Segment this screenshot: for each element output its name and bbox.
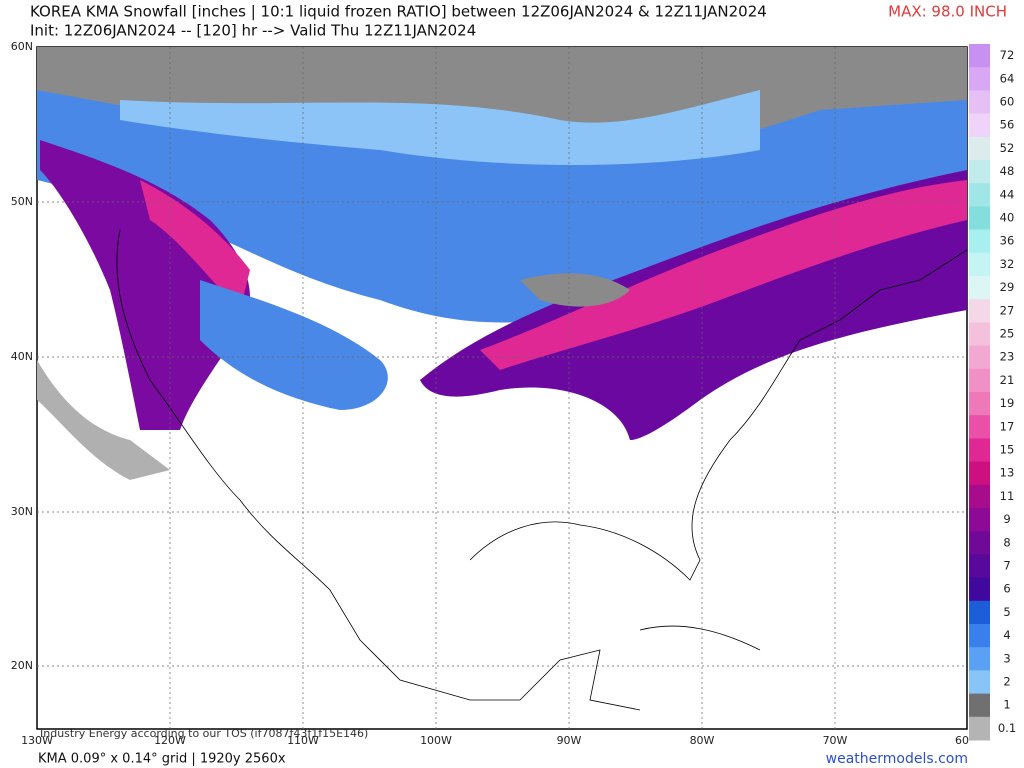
colorbar-label: 3 <box>1003 651 1010 665</box>
colorbar-label: 72 <box>1000 48 1015 62</box>
lon-label: 130W <box>21 734 53 747</box>
colorbar-swatch <box>969 670 990 695</box>
colorbar-swatch <box>969 438 990 463</box>
colorbar-label: 48 <box>1000 164 1015 178</box>
blue-rockies <box>200 280 388 410</box>
colorbar-swatch <box>969 392 990 416</box>
colorbar-label: 29 <box>1000 280 1015 294</box>
colorbar-label: 19 <box>1000 396 1015 410</box>
colorbar-label: 6 <box>1003 582 1010 596</box>
colorbar-swatch <box>969 206 990 231</box>
colorbar-label: 15 <box>1000 443 1015 457</box>
colorbar-label: 60 <box>1000 95 1015 109</box>
magenta-west <box>140 180 250 310</box>
colorbar-label: 7 <box>1003 559 1010 573</box>
colorbar-label: 56 <box>1000 118 1015 132</box>
colorbar-swatch <box>969 44 990 68</box>
lon-label: 70W <box>823 734 848 747</box>
max-label: MAX: 98.0 INCH <box>888 3 1007 21</box>
colorbar-swatch <box>969 484 990 509</box>
footer-left: KMA 0.09° x 0.14° grid | 1920y 2560x <box>38 752 286 767</box>
colorbar-label: 52 <box>1000 141 1015 155</box>
lat-label: 60N <box>11 40 33 53</box>
colorbar-label: 44 <box>1000 187 1015 201</box>
colorbar-swatch <box>969 600 990 625</box>
lightblue-band <box>120 90 760 165</box>
lon-label: 120W <box>154 734 186 747</box>
gulf-atlantic-coast <box>469 249 968 581</box>
map-area <box>36 46 968 730</box>
colorbar-label: 64 <box>1000 71 1015 85</box>
colorbar-swatch <box>969 160 990 184</box>
colorbar-swatch <box>969 368 990 393</box>
snowfall-field <box>37 47 967 480</box>
colorbar-label: 1 <box>1003 698 1010 712</box>
lat-label: 20N <box>11 659 33 672</box>
colorbar-swatch <box>969 90 990 115</box>
colorbar-swatch <box>969 624 990 648</box>
colorbar-label: 17 <box>1000 419 1015 433</box>
colorbar-label: 13 <box>1000 466 1015 480</box>
colorbar-swatch <box>969 461 990 486</box>
cuba <box>639 625 761 651</box>
colorbar-swatch <box>969 716 990 741</box>
purple-west <box>40 140 250 430</box>
pacific-coast <box>116 229 641 711</box>
magenta-east <box>480 180 967 370</box>
colorbar-label: 11 <box>1000 489 1015 503</box>
lat-label: 50N <box>11 195 33 208</box>
colorbar-label: 21 <box>1000 373 1015 387</box>
colorbar-swatch <box>969 136 990 161</box>
colorbar-swatch <box>969 531 990 555</box>
lon-label: 80W <box>690 734 715 747</box>
gray-lakes <box>520 273 630 307</box>
lon-label: 60 <box>955 734 969 747</box>
colorbar-label: 40 <box>1000 211 1015 225</box>
colorbar-label: 2 <box>1003 675 1010 689</box>
colorbar-label: 9 <box>1003 512 1010 526</box>
colorbar-label: 23 <box>1000 350 1015 364</box>
colorbar-label: 4 <box>1003 628 1010 642</box>
colorbar-swatch <box>969 183 990 207</box>
colorbar-label: 32 <box>1000 257 1015 271</box>
title: KOREA KMA Snowfall [inches | 10:1 liquid… <box>30 3 767 21</box>
colorbar-swatch <box>969 229 990 254</box>
graticule <box>37 47 967 729</box>
colorbar-swatch <box>969 322 990 347</box>
watermark: Industry Energy according to our TOS (if… <box>40 727 368 740</box>
colorbar-swatch <box>969 67 990 91</box>
colorbar-label: 27 <box>1000 303 1015 317</box>
lon-label: 90W <box>557 734 582 747</box>
colorbar-swatch <box>969 647 990 671</box>
colorbar-swatch <box>969 276 990 300</box>
colorbar-label: 0.1 <box>998 721 1016 735</box>
colorbar-label: 36 <box>1000 234 1015 248</box>
colorbar-label: 5 <box>1003 605 1010 619</box>
colorbar-swatch <box>969 252 990 277</box>
lon-label: 100W <box>420 734 452 747</box>
colorbar-swatch <box>969 693 990 718</box>
colorbar-swatch <box>969 113 990 138</box>
init-line: Init: 12Z06JAN2024 -- [120] hr --> Valid… <box>30 22 476 40</box>
lat-label: 30N <box>11 505 33 518</box>
coastlines <box>116 229 968 711</box>
footer-right: weathermodels.com <box>826 751 968 767</box>
colorbar-swatch <box>969 299 990 323</box>
colorbar-swatch <box>969 554 990 579</box>
lat-label: 40N <box>11 350 33 363</box>
gray-west <box>37 360 170 480</box>
lon-label: 110W <box>287 734 319 747</box>
colorbar-swatch <box>969 577 990 602</box>
colorbar-swatch <box>969 415 990 439</box>
colorbar-label: 8 <box>1003 535 1010 549</box>
colorbar-label: 25 <box>1000 327 1015 341</box>
colorbar-swatch <box>969 508 990 532</box>
colorbar-swatch <box>969 345 990 370</box>
